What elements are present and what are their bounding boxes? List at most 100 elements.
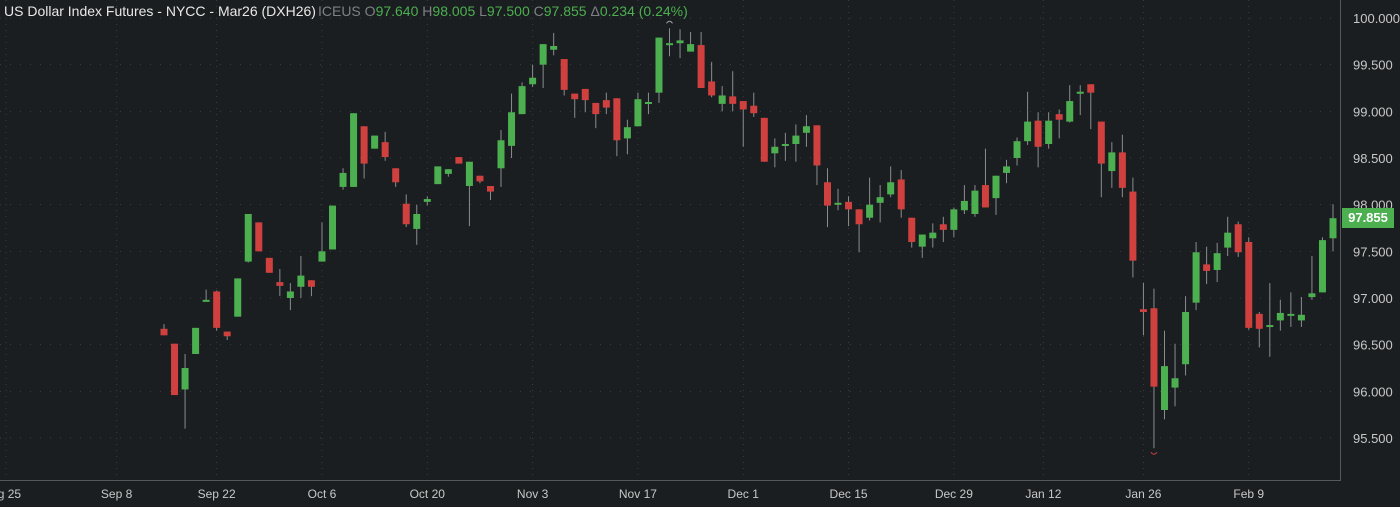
candle-body	[792, 135, 800, 144]
candle	[1182, 296, 1190, 376]
price-axis[interactable]: 100.00099.50099.00098.50098.00097.50097.…	[1353, 11, 1400, 446]
candle-body	[697, 45, 705, 88]
candle-body	[750, 105, 758, 114]
candle-body	[950, 209, 958, 230]
candle-body	[1034, 120, 1042, 147]
candle-body	[1287, 313, 1295, 316]
candle-body	[1013, 141, 1021, 158]
candle	[655, 37, 663, 103]
high-label: H	[422, 3, 433, 19]
candle-body	[276, 282, 284, 286]
candle	[560, 59, 568, 96]
candle-body	[539, 44, 547, 65]
candle	[476, 175, 484, 184]
candle	[223, 331, 231, 340]
candle	[929, 223, 937, 248]
candle	[581, 88, 589, 113]
candle	[950, 207, 958, 238]
change-value: 0.234 (0.24%)	[599, 3, 688, 19]
exchange-label: ICEUS	[317, 3, 361, 19]
candle-body	[1150, 308, 1158, 387]
candle-body	[1066, 101, 1074, 122]
price-tick-label: 96.000	[1353, 384, 1393, 399]
candle	[455, 157, 463, 164]
candle-body	[202, 299, 210, 302]
close-label: C	[533, 3, 544, 19]
candle-body	[444, 169, 452, 174]
candle-body	[1097, 121, 1105, 164]
candle	[508, 93, 516, 158]
candle	[718, 86, 726, 112]
candle-body	[866, 204, 874, 218]
candle	[1118, 134, 1126, 198]
candle-body	[581, 88, 589, 101]
candle	[697, 31, 705, 88]
candle	[971, 185, 979, 217]
candle-body	[1245, 241, 1253, 328]
candle	[402, 194, 410, 228]
candle-body	[244, 213, 252, 262]
candle	[1192, 241, 1200, 311]
candle	[444, 169, 452, 177]
candle	[539, 44, 547, 88]
candle	[855, 209, 863, 253]
candle	[1224, 216, 1232, 256]
candle-body	[307, 280, 315, 287]
candle	[276, 269, 284, 297]
price-tick-label: 97.000	[1353, 291, 1393, 306]
candle	[255, 222, 263, 252]
candle-body	[1318, 240, 1326, 293]
candle	[771, 138, 779, 168]
candle	[181, 353, 189, 429]
candle	[234, 278, 242, 317]
candle	[1297, 297, 1305, 327]
candle	[644, 92, 652, 115]
candle	[1203, 246, 1211, 284]
candle	[371, 135, 379, 149]
candle-body	[602, 100, 610, 108]
candle	[992, 175, 1000, 215]
candle	[1024, 91, 1032, 145]
candle	[1287, 292, 1295, 327]
candle-body	[171, 343, 179, 396]
date-tick-label: Jan 26	[1125, 487, 1161, 501]
candle-body	[845, 201, 853, 210]
candle-body	[465, 161, 473, 186]
price-tick-label: 97.500	[1353, 244, 1393, 259]
high-value: 98.005	[432, 3, 476, 19]
high-marker-icon	[666, 20, 673, 24]
candle	[876, 185, 884, 223]
candle	[729, 71, 737, 112]
candle	[939, 216, 947, 242]
candle	[666, 28, 674, 57]
candle-body	[1297, 314, 1305, 321]
candle	[571, 93, 579, 118]
candle-body	[708, 81, 716, 96]
candle	[592, 102, 600, 129]
candles	[160, 28, 1337, 449]
candle-body	[392, 168, 400, 183]
candle	[297, 255, 305, 298]
candle	[960, 185, 968, 214]
candle-body	[192, 327, 200, 354]
candle-body	[529, 77, 537, 85]
time-axis[interactable]: ug 25 Sep 8 Sep 22 Oct 6 Oct 20 Nov 3 Nov 17 De…	[0, 487, 1264, 501]
candle-body	[718, 95, 726, 104]
candle-body	[350, 113, 358, 187]
grid-lines	[0, 0, 1340, 480]
candle	[981, 148, 989, 208]
candle	[1150, 288, 1158, 449]
candle-body	[1045, 120, 1053, 144]
candle-body	[908, 217, 916, 242]
price-tick-label: 96.500	[1353, 338, 1393, 353]
candle	[613, 98, 621, 157]
candle-body	[1213, 253, 1221, 270]
candle	[1318, 237, 1326, 293]
candle	[845, 196, 853, 227]
date-tick-label: Nov 17	[619, 487, 657, 501]
candle-body	[876, 197, 884, 203]
candle-body	[265, 257, 273, 273]
candle	[1034, 112, 1042, 168]
candle-body	[1108, 152, 1116, 172]
